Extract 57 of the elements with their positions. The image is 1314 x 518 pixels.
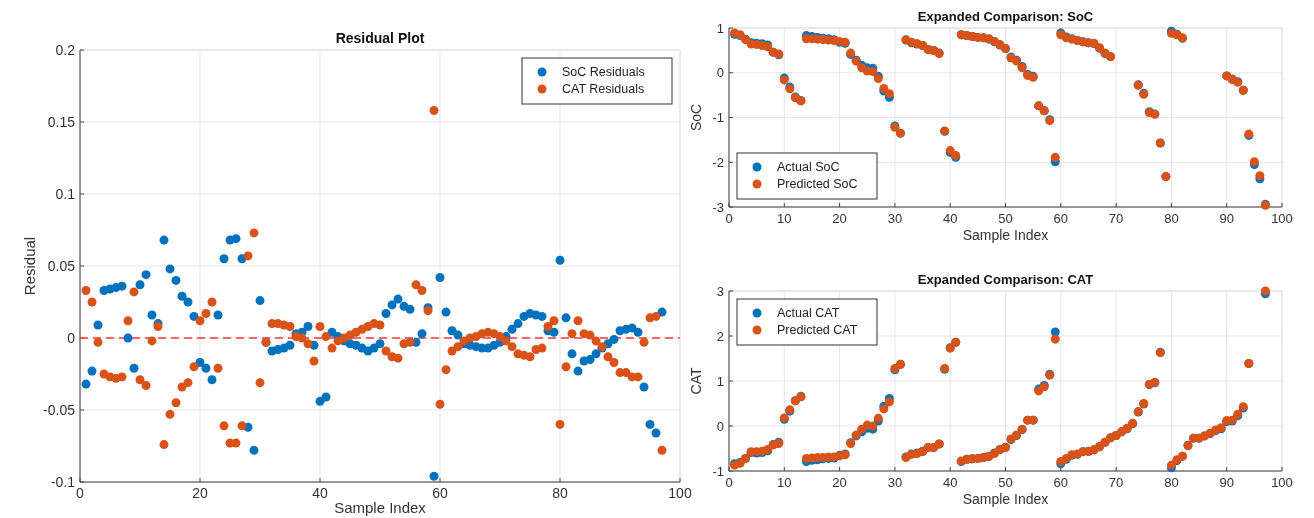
x-tick-label: 20 [832,211,847,226]
y-tick-label: 2 [716,328,724,344]
x-tick-label: 30 [887,211,903,226]
x-tick-label: 60 [1053,211,1069,226]
x-tick-label: 80 [1164,211,1179,226]
x-tick-label: 100 [668,485,692,501]
y-tick-label: -1 [712,110,724,126]
y-tick-label: 0.15 [47,113,76,130]
x-tick-label: 100 [1271,211,1293,226]
x-tick-label: 40 [312,485,328,501]
legend-label: Predicted CAT [777,323,858,338]
legend-label: Predicted SoC [777,177,858,192]
y-tick-label: 1 [716,373,724,389]
y-tick-label: 0 [716,65,724,81]
y-axis-title: CAT [688,367,704,395]
x-tick-label: 60 [1053,475,1069,490]
x-tick-label: 40 [942,475,958,490]
x-tick-label: 90 [1219,211,1234,226]
x-axis-title: Sample Index [334,499,427,516]
y-tick-label: 0.2 [55,41,76,58]
y-tick-label: 0.1 [55,185,76,202]
y-axis-title: Residual [21,236,38,296]
legend-label: CAT Residuals [562,82,645,97]
x-tick-label: 40 [942,211,958,226]
x-tick-label: 70 [1108,475,1124,490]
chart-title: Residual Plot [335,30,425,46]
y-tick-label: 1 [716,20,724,36]
x-tick-label: 20 [832,475,847,490]
y-tick-label: 3 [716,283,724,299]
x-tick-label: 100 [1271,475,1293,490]
x-tick-label: 50 [998,211,1013,226]
y-tick-label: 0.05 [47,257,76,274]
x-tick-label: 70 [1108,211,1124,226]
y-axis-title: SoC [688,103,704,132]
legend-label: Actual SoC [777,160,840,175]
x-tick-label: 80 [552,485,568,501]
chart-title: Expanded Comparison: CAT [917,272,1094,287]
x-tick-label: 50 [998,475,1013,490]
x-axis-title: Sample Index [962,227,1049,243]
x-tick-label: 80 [1164,475,1179,490]
legend-label: Actual CAT [777,306,840,321]
y-tick-label: -2 [712,154,724,170]
x-tick-label: 10 [777,211,792,226]
x-tick-label: 30 [887,475,903,490]
y-tick-label: -1 [712,463,724,479]
x-axis-title: Sample Index [962,491,1049,507]
y-tick-label: -0.05 [43,401,76,418]
y-tick-label: 0 [716,418,724,434]
x-tick-label: 90 [1219,475,1234,490]
y-tick-label: -3 [712,199,724,215]
x-tick-label: 10 [777,475,792,490]
x-tick-label: 60 [432,485,448,501]
chart-title: Expanded Comparison: SoC [917,9,1094,24]
y-tick-label: 0 [67,329,76,346]
legend-label: SoC Residuals [562,65,645,80]
x-tick-label: 20 [192,485,208,501]
y-tick-label: -0.1 [50,473,76,490]
